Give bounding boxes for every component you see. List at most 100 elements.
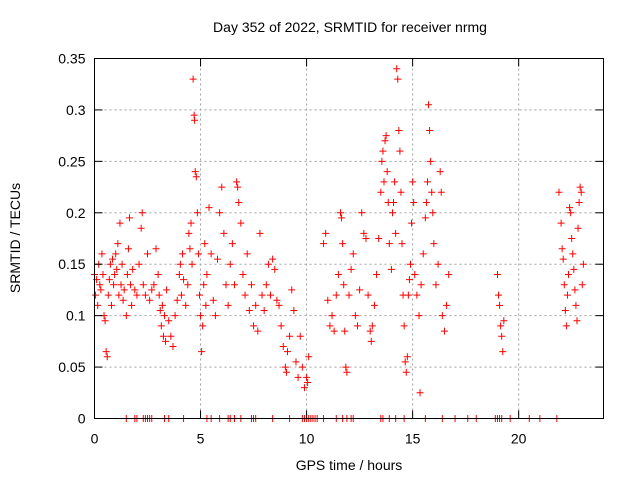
data-point [421,214,429,222]
data-point [156,307,164,314]
data-point [198,348,206,356]
data-point [341,327,349,335]
data-point [233,178,241,186]
data-point [305,353,313,361]
data-point [396,147,404,155]
data-point [157,322,165,330]
data-point [214,255,222,263]
data-point [408,219,416,227]
data-point [425,101,433,109]
data-point [351,312,359,320]
data-point [176,260,184,268]
data-point [167,332,175,340]
data-point [163,286,171,294]
data-point [393,65,401,73]
data-point [330,327,338,335]
data-point [382,132,390,140]
data-point [362,235,370,242]
data-point [304,379,312,386]
data-point [332,291,340,299]
data-point [337,209,345,217]
data-point [245,307,253,314]
data-point [275,301,283,309]
data-point [247,281,255,289]
data-point [383,168,391,176]
data-point [572,301,580,309]
data-point [427,157,435,165]
data-point [324,296,332,304]
data-point [445,271,453,278]
tick-labels: 0 0.05 0.1 0.15 0.2 0.25 0.3 0.35 0 5 10 15 20 [58,51,526,447]
data-point [123,271,131,278]
data-point [573,317,581,325]
x-tick-label: 10 [299,431,315,447]
data-point [493,271,501,278]
data-point [576,183,584,191]
data-point [146,296,154,304]
data-point [571,286,579,294]
data-point [199,322,207,330]
data-point [279,343,287,350]
data-point [234,183,242,191]
data-point [303,373,311,381]
data-point [567,209,575,217]
data-point [258,291,266,299]
data-point [417,281,425,289]
data-point [138,209,146,217]
data-point [563,291,571,299]
data-point [197,312,205,320]
data-point [288,286,296,294]
data-point [380,178,388,186]
data-point [243,250,251,258]
data-point [137,224,145,232]
data-point [286,332,294,340]
data-point [135,260,143,268]
data-point [560,281,568,289]
data-point [150,281,158,289]
data-point [175,271,183,278]
x-tick-label: 15 [405,431,421,447]
data-point [237,219,245,227]
y-tick-label: 0 [78,411,86,427]
data-point [426,127,434,134]
data-point [119,296,127,304]
data-point [395,127,403,134]
data-point [107,301,115,309]
data-point [559,255,567,263]
data-point [397,188,405,196]
data-point [498,332,506,340]
data-point [114,240,122,248]
data-point [283,348,291,356]
data-point [338,214,346,222]
y-tick-label: 0.35 [58,51,85,67]
data-point [429,209,437,217]
x-tick-label: 20 [511,431,527,447]
data-point [269,255,277,263]
data-point [202,301,210,309]
data-point [390,199,398,206]
data-point [565,271,573,278]
data-point [92,291,100,299]
data-point [96,281,104,289]
y-tick-label: 0.05 [58,359,85,375]
data-point [292,358,300,366]
data-point [342,363,350,371]
data-point [235,199,243,206]
data-point [428,188,436,196]
data-point [273,296,281,304]
data-point [320,240,328,248]
data-point [230,281,238,289]
data-point [298,363,306,371]
data-point [437,188,445,196]
data-point [205,204,213,212]
data-point [404,291,412,299]
data-point [159,332,167,340]
data-point [192,173,200,181]
data-point [128,301,136,309]
data-point [300,384,308,392]
data-point [375,235,383,242]
data-point [281,363,289,371]
data-point [368,322,376,330]
data-point [367,337,375,345]
